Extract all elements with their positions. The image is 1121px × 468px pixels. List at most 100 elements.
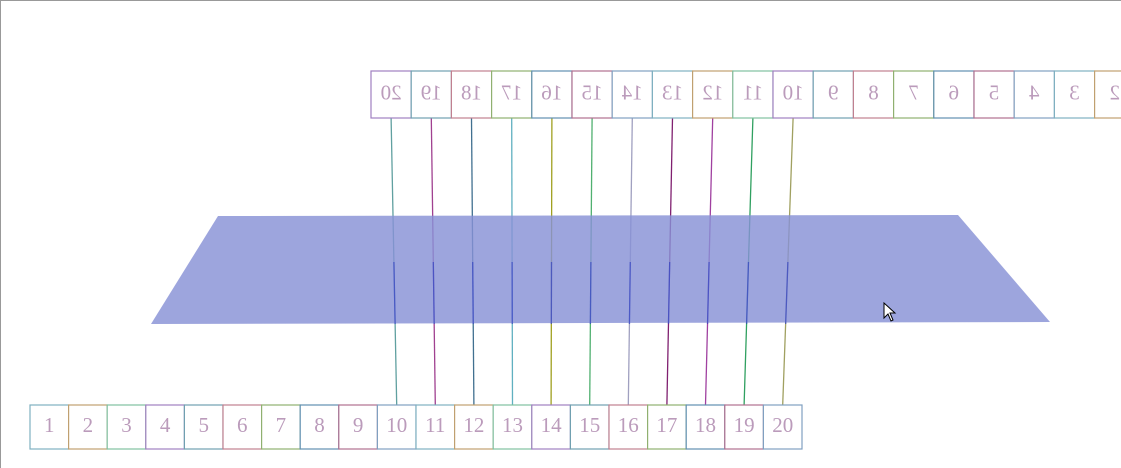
bottom-box: 19 (724, 404, 764, 450)
box-label: 5 (989, 80, 1000, 104)
bottom-box: 6 (222, 404, 263, 450)
box-label: 3 (1069, 80, 1080, 104)
box-frame (608, 404, 649, 450)
top-box: 5 (973, 70, 1015, 119)
box-label: 17 (656, 413, 677, 437)
box-label: 10 (386, 413, 407, 437)
box-label: 5 (198, 413, 209, 437)
box-label: 17 (501, 80, 522, 104)
bottom-box: 5 (183, 404, 224, 450)
box-frame (531, 404, 571, 450)
box-label: 15 (579, 413, 600, 437)
box-frame (106, 404, 147, 450)
top-box: 15 (571, 70, 613, 119)
bottom-box: 4 (145, 404, 186, 450)
box-label: 14 (621, 80, 643, 104)
box-label: 20 (772, 413, 793, 437)
box-frame (299, 404, 340, 450)
box-frame (261, 404, 301, 450)
box-label: 3 (121, 413, 132, 437)
top-box: 7 (892, 70, 935, 119)
box-frame (571, 70, 613, 119)
connector-under-plane (628, 261, 631, 325)
box-frame (732, 70, 774, 119)
bottom-box: 2 (67, 404, 108, 450)
bottom-box: 14 (531, 404, 571, 450)
box-label: 18 (461, 80, 482, 104)
top-box: 12 (691, 70, 734, 119)
box-label: 2 (1109, 80, 1120, 104)
bottom-box: 1 (29, 404, 70, 450)
box-frame (651, 70, 694, 119)
box-label: 7 (908, 80, 919, 104)
box-label: 13 (502, 413, 523, 437)
box-frame (145, 404, 186, 450)
box-frame (762, 404, 803, 450)
box-label: 8 (868, 80, 879, 104)
box-label: 10 (783, 80, 804, 104)
box-frame (812, 70, 855, 119)
top-box: 3 (1053, 70, 1096, 119)
top-box: 14 (611, 70, 654, 119)
cursor (883, 301, 897, 322)
top-box: 19 (410, 70, 453, 119)
box-label: 19 (734, 413, 755, 437)
box-label: 6 (237, 413, 248, 437)
box-label: 6 (949, 80, 960, 104)
box-frame (415, 404, 456, 450)
box-label: 7 (276, 413, 287, 437)
top-box: 6 (933, 70, 975, 119)
box-label: 9 (353, 413, 364, 437)
bottom-box: 17 (646, 404, 687, 450)
bottom-box: 8 (299, 404, 340, 450)
box-frame (611, 70, 654, 119)
box-frame (492, 404, 533, 450)
bottom-box: 18 (685, 404, 726, 450)
box-label: 4 (1029, 80, 1040, 104)
box-label: 13 (662, 80, 683, 104)
box-frame (772, 70, 814, 119)
box-label: 1 (44, 413, 55, 437)
top-box: 4 (1013, 70, 1056, 119)
box-label: 12 (702, 80, 723, 104)
box-frame (646, 404, 687, 450)
box-label: 19 (421, 80, 442, 104)
top-box: 17 (491, 70, 533, 119)
box-label: 14 (541, 413, 563, 437)
box-frame (67, 404, 108, 450)
top-box: 20 (370, 70, 412, 119)
bottom-box: 20 (762, 404, 803, 450)
bottom-box: 16 (608, 404, 649, 450)
box-frame (338, 404, 378, 450)
top-box: 8 (852, 70, 895, 119)
connector-under-plane (784, 261, 789, 325)
bottom-box: 3 (106, 404, 147, 450)
connector-under-plane (706, 261, 710, 325)
box-label: 8 (314, 413, 325, 437)
box-frame (410, 70, 453, 119)
box-label: 9 (828, 80, 839, 104)
top-box: 16 (531, 70, 573, 119)
plane (151, 215, 1050, 324)
box-label: 11 (425, 413, 445, 437)
box-frame (892, 70, 935, 119)
box-label: 12 (463, 413, 484, 437)
box-label: 16 (541, 80, 562, 104)
box-frame (685, 404, 726, 450)
box-frame (491, 70, 533, 119)
bottom-box: 15 (569, 404, 610, 450)
bottom-box: 10 (376, 404, 417, 450)
connectors-front (393, 261, 789, 325)
top-box: 2 (1093, 70, 1121, 119)
connector-under-plane (472, 261, 474, 325)
box-label: 20 (381, 80, 402, 104)
connector-under-plane (393, 261, 396, 325)
box-frame (370, 70, 412, 119)
box-label: 16 (618, 413, 639, 437)
box-label: 11 (743, 80, 763, 104)
connector-under-plane (589, 261, 592, 325)
box-label: 18 (695, 413, 716, 437)
bottom-box: 9 (338, 404, 378, 450)
